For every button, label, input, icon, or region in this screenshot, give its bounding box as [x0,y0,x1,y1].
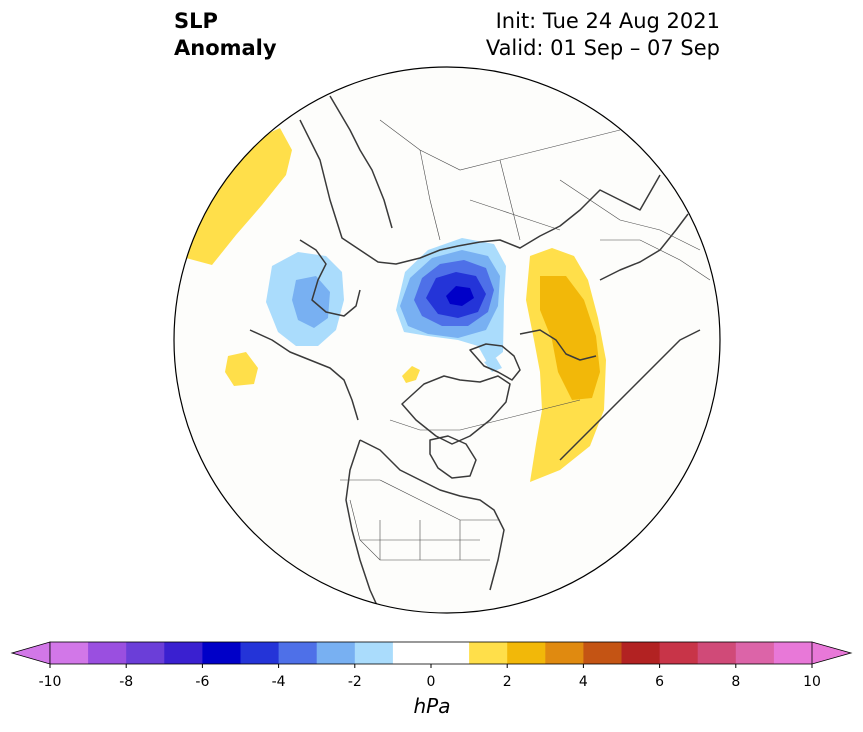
colorbar-tick-label: 6 [655,674,665,690]
colorbar-unit-label: hPa [413,694,451,718]
anomaly-positive-alaska-inner [540,276,600,400]
anomaly-positive-small [402,366,420,383]
init-date: Init: Tue 24 Aug 2021 [495,9,720,33]
colorbar-segment [164,642,203,664]
colorbar-segment [392,642,432,664]
anomaly-positive-north-pacific [186,128,292,265]
colorbar-segment [773,642,813,664]
colorbar-tick-label: -2 [347,674,362,690]
colorbar-segment [735,642,775,664]
colorbar-segment [659,642,699,664]
forecast-dates: Init: Tue 24 Aug 2021 Valid: 01 Sep – 07… [486,8,720,62]
political-borders [340,119,711,561]
colorbar-tick-label: 2 [502,674,512,690]
anomaly-positive-bering [225,352,258,386]
colorbar-tick-label: -4 [271,674,286,690]
colorbar-tick-label: 0 [426,674,436,690]
colorbar [10,641,853,668]
colorbar-segment [545,642,584,664]
colorbar-segment [469,642,508,664]
colorbar-tick-label: 4 [578,674,588,690]
colorbar-segment [507,642,546,664]
colorbar-segment [126,642,165,664]
anomaly-negative-small [484,358,502,372]
anomaly-negative-west-inner [292,276,330,328]
title-line-1: SLP [174,9,218,33]
colorbar-segment [583,642,622,664]
colorbar-segment [431,642,470,664]
map-background [174,67,720,613]
colorbar-tick-label: -10 [38,674,62,690]
colorbar-extend-max [811,641,853,665]
colorbar-segment [88,642,127,664]
title-line-2: Anomaly [174,36,277,60]
colorbar-segment [278,642,318,664]
colorbar-segment [316,642,356,664]
colorbar-segment [50,642,89,664]
map-title: SLP Anomaly [174,8,277,62]
colorbar-tick-label: 10 [803,674,821,690]
colorbar-tick-label: -6 [195,674,210,690]
valid-dates: Valid: 01 Sep – 07 Sep [485,36,720,60]
colorbar-segment [202,642,241,664]
coastlines [249,95,701,613]
colorbar-segment [354,642,394,664]
colorbar-tick-label: 8 [731,674,741,690]
polar-map [173,66,721,614]
colorbar-segment [697,642,737,664]
colorbar-segment [621,642,661,664]
anomaly-negative-arctic-core [446,286,474,306]
colorbar-extend-min [10,641,51,665]
colorbar-tick-label: -8 [119,674,134,690]
map-boundary [173,66,721,614]
colorbar-segment [240,642,280,664]
